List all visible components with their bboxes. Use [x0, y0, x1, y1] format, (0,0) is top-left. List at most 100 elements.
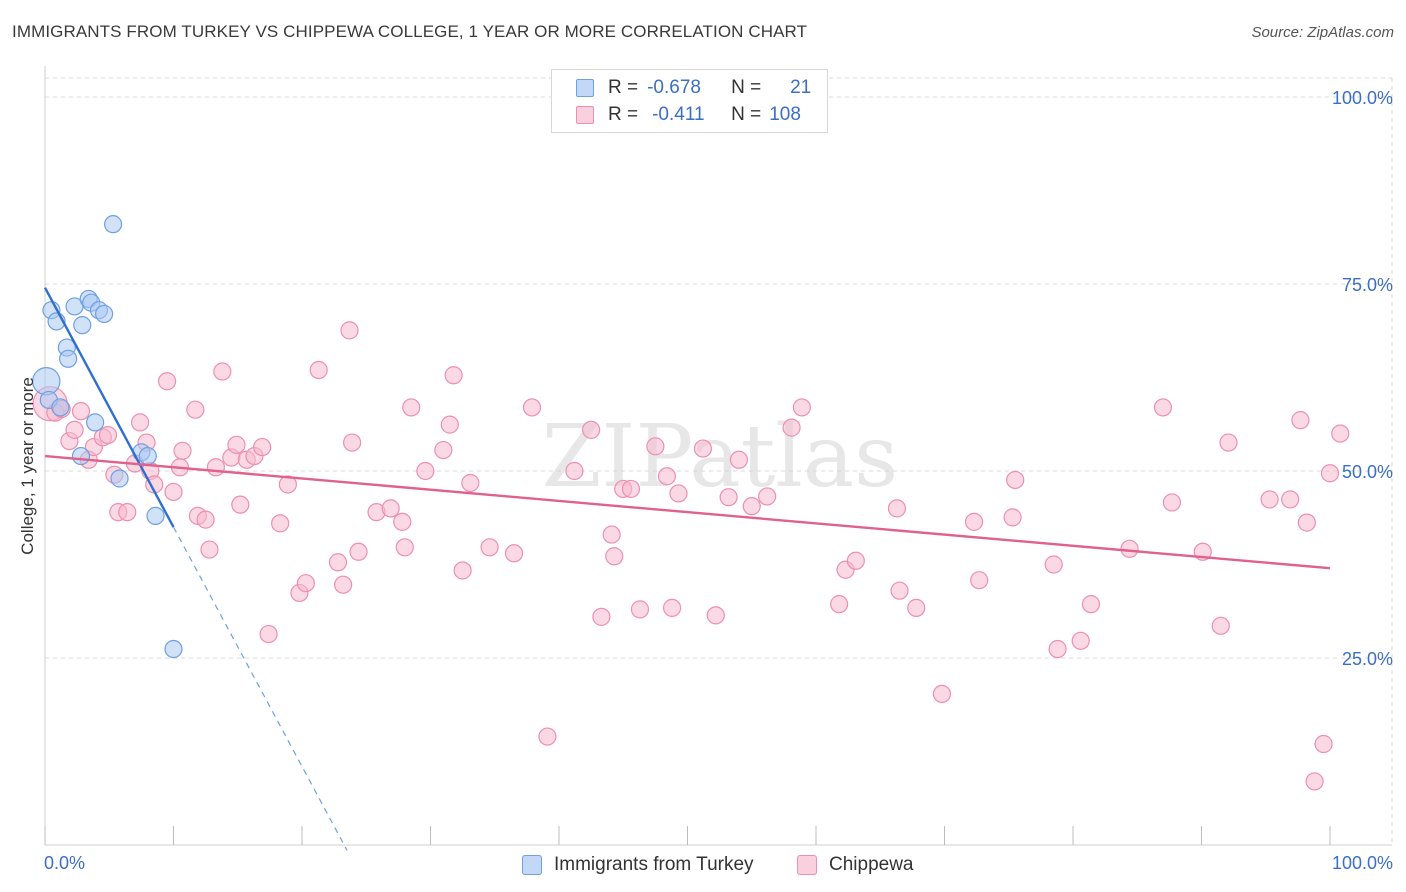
chippewa-point — [605, 547, 624, 566]
legend-n-value: 21 — [790, 77, 812, 98]
axes — [44, 66, 1392, 846]
y-tick-label: 50.0% — [1342, 462, 1393, 482]
chippewa-point — [1219, 433, 1238, 452]
gridlines — [45, 77, 1393, 845]
chippewa-point — [1331, 424, 1350, 443]
series-legend-chippewa[interactable]: Chippewa — [797, 851, 914, 879]
series-swatch-turkey — [522, 855, 542, 875]
chippewa-point — [444, 366, 463, 385]
chippewa-point — [1305, 772, 1324, 791]
chippewa-point — [522, 398, 542, 417]
chippewa-point — [621, 479, 641, 499]
turkey-point — [110, 469, 129, 488]
series-label-chippewa: Chippewa — [829, 854, 914, 875]
turkey-trend-extension — [172, 526, 348, 851]
chippewa-point — [592, 607, 611, 626]
chippewa-point — [1003, 508, 1022, 527]
chippewa-point — [278, 475, 297, 494]
turkey-point — [138, 446, 157, 466]
x-tick-label: 0.0% — [44, 853, 85, 873]
chippewa-point — [334, 575, 353, 594]
chippewa-point — [231, 495, 250, 514]
y-axis-title: College, 1 year or more — [18, 377, 37, 555]
chippewa-point — [669, 484, 688, 503]
chippewa-point — [970, 571, 989, 590]
chippewa-point — [309, 360, 328, 380]
series-legend-turkey[interactable]: Immigrants from Turkey — [522, 851, 754, 879]
chippewa-point — [964, 512, 984, 531]
chippewa-point — [1153, 398, 1173, 417]
chippewa-point — [504, 544, 524, 563]
legend-r-label: R = — [608, 104, 639, 125]
chippewa-point — [402, 398, 421, 417]
chippewa-point — [480, 538, 499, 557]
chart-title: IMMIGRANTS FROM TURKEY VS CHIPPEWA COLLE… — [12, 22, 808, 41]
chippewa-point — [729, 450, 749, 469]
chippewa-point — [453, 561, 472, 580]
legend-r-value: -0.678 — [647, 77, 701, 98]
chippewa-point — [1291, 411, 1310, 430]
turkey-point — [146, 506, 165, 525]
legend-row-chippewa: R = -0.411 N = 108 — [576, 103, 805, 127]
chippewa-point — [538, 727, 557, 746]
trend-lines — [43, 287, 1331, 851]
chippewa-point — [393, 512, 412, 531]
y-tick-labels: 100.0% 75.0% 50.0% 25.0% — [1332, 88, 1393, 669]
series-legend: Immigrants from Turkey Chippewa — [0, 851, 1406, 879]
chippewa-point — [782, 418, 801, 437]
chippewa-point — [340, 321, 359, 340]
y-tick-label: 100.0% — [1332, 88, 1393, 108]
chippewa-point — [907, 598, 926, 617]
chippewa-point — [440, 415, 459, 434]
chippewa-point — [1044, 555, 1063, 574]
turkey-trend-line — [43, 287, 175, 528]
chippewa-point — [1211, 616, 1230, 635]
chippewa-point — [887, 499, 907, 518]
chippewa-point — [1297, 513, 1316, 532]
chippewa-point — [1281, 490, 1300, 509]
chippewa-point — [213, 362, 232, 381]
chippewa-point — [932, 684, 952, 704]
chippewa-point — [186, 400, 205, 419]
chippewa-point — [1071, 631, 1090, 650]
x-tick-labels: 0.0% 100.0% — [44, 853, 1393, 873]
chippewa-trend-line — [44, 454, 1331, 570]
chippewa-point — [1314, 734, 1333, 754]
turkey-point — [86, 413, 105, 432]
y-tick-label: 25.0% — [1342, 649, 1393, 669]
chippewa-point — [1320, 464, 1340, 483]
legend-n-label: N = — [731, 77, 762, 98]
chippewa-point — [227, 435, 246, 454]
legend-swatch-turkey — [576, 79, 594, 97]
legend-n-label: N = — [731, 104, 762, 125]
chippewa-point — [758, 487, 777, 506]
chippewa-point — [1162, 493, 1182, 512]
turkey-point — [71, 446, 91, 466]
legend-r-value: -0.411 — [652, 104, 705, 125]
chippewa-point — [71, 402, 91, 421]
chippewa-point — [582, 420, 601, 439]
chippewa-point — [259, 624, 278, 644]
turkey-point — [59, 349, 78, 368]
chippewa-point — [416, 461, 435, 481]
chippewa-point — [1006, 470, 1025, 490]
blue-points — [32, 215, 183, 659]
chippewa-point — [565, 461, 584, 481]
chippewa-point — [890, 581, 909, 600]
x-tick-label: 100.0% — [1332, 853, 1393, 873]
chippewa-point — [173, 441, 192, 460]
series-swatch-chippewa — [797, 855, 817, 875]
chippewa-point — [118, 503, 137, 522]
chippewa-point — [164, 482, 183, 502]
y-tick-label: 75.0% — [1342, 275, 1393, 295]
chippewa-point — [271, 514, 290, 533]
chippewa-point — [830, 595, 849, 614]
chippewa-point — [98, 425, 118, 445]
legend-r-label: R = — [608, 77, 639, 98]
chippewa-point — [65, 420, 84, 439]
pink-points — [32, 321, 1350, 791]
chippewa-point — [434, 440, 453, 460]
chippewa-point — [846, 551, 865, 570]
turkey-point — [104, 215, 123, 234]
